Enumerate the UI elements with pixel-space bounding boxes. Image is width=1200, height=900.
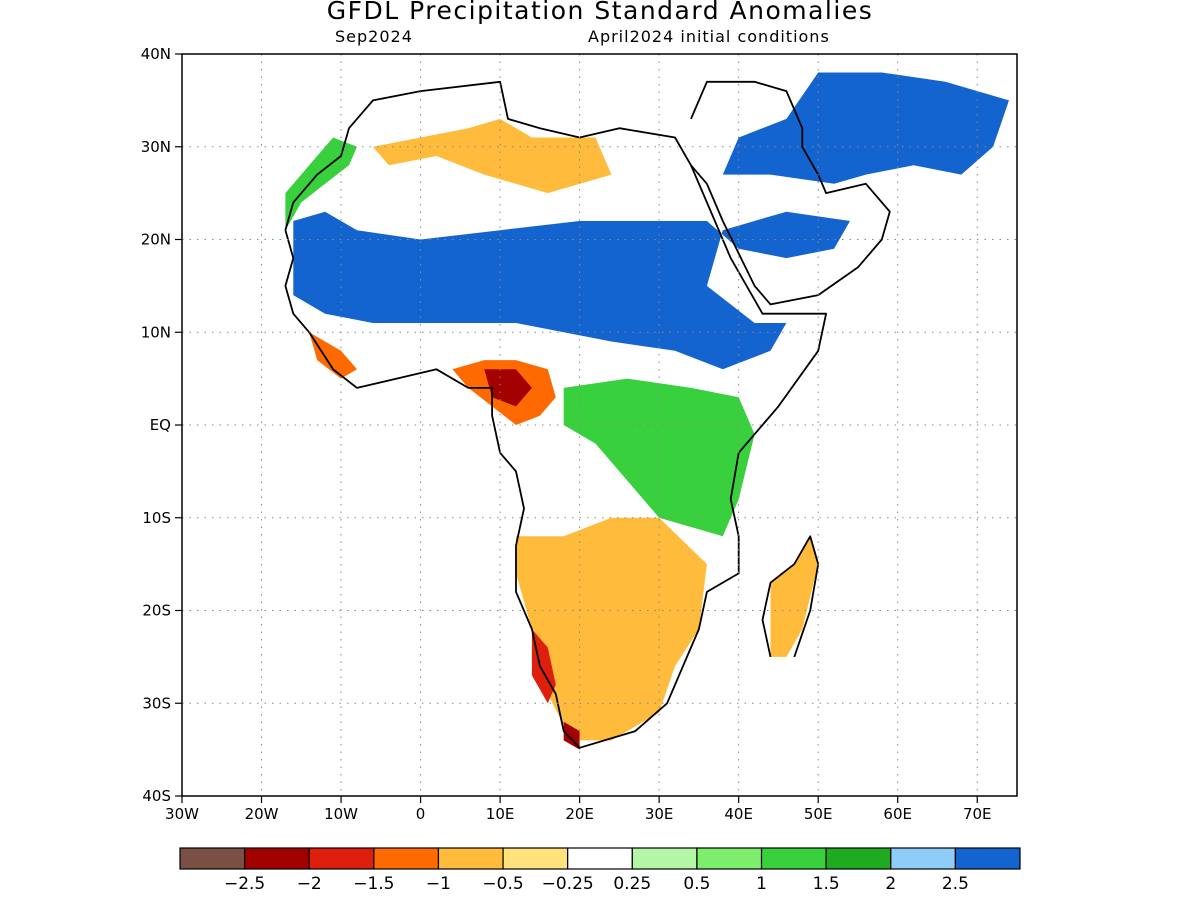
colorbar-label: −0.5 — [482, 874, 523, 894]
lat-tick-label: 40S — [142, 787, 171, 805]
lat-tick-label: 40N — [141, 45, 171, 63]
colorbar-label: −2 — [297, 874, 322, 894]
outline-africa-coast — [284, 80, 827, 749]
initial-conditions-label: April2024 initial conditions — [588, 27, 830, 46]
colorbar-swatch — [825, 847, 892, 870]
colorbar-label: 2 — [885, 874, 896, 894]
lon-tick-label: 30W — [165, 805, 199, 823]
lon-tick-label: 10E — [486, 805, 515, 823]
lat-tick-label: 20S — [142, 602, 171, 620]
latitude-axis: 40N 30N 20N 10N EQ 10S 20S 30S 40S — [141, 45, 182, 805]
colorbar — [179, 847, 1021, 870]
colorbar-swatch — [760, 847, 827, 870]
colorbar-label: −2.5 — [224, 874, 265, 894]
lat-tick-label: 20N — [141, 231, 171, 249]
colorbar-swatch — [696, 847, 763, 870]
lon-tick-label: 0 — [416, 805, 426, 823]
colorbar-swatch — [373, 847, 440, 870]
lat-tick-label: 30S — [142, 694, 171, 712]
anomaly-regions — [285, 72, 1009, 750]
colorbar-swatch — [308, 847, 375, 870]
colorbar-label: 0.25 — [613, 874, 651, 894]
region-madagascar-dry — [770, 536, 819, 657]
lon-tick-label: 20W — [245, 805, 279, 823]
colorbar-label: 1 — [756, 874, 767, 894]
lon-tick-label: 30E — [645, 805, 674, 823]
lat-tick-label: 10S — [142, 509, 171, 527]
region-north-africa-dry — [372, 118, 612, 194]
colorbar-label: 2.5 — [942, 874, 969, 894]
colorbar-swatch — [502, 847, 569, 870]
colorbar-swatch — [631, 847, 698, 870]
colorbar-label: 0.5 — [683, 874, 710, 894]
map-area — [181, 53, 1018, 797]
colorbar-label: 1.5 — [813, 874, 840, 894]
coastline-outlines — [284, 80, 891, 749]
colorbar-swatch — [244, 847, 310, 870]
region-arabia-wet — [722, 72, 1009, 184]
lon-tick-label: 20E — [565, 805, 594, 823]
colorbar-label: −0.25 — [542, 874, 594, 894]
lon-tick-label: 10W — [324, 805, 358, 823]
colorbar-label: −1.5 — [353, 874, 394, 894]
region-west-coast-green — [285, 137, 357, 231]
colorbar-swatch — [890, 847, 956, 870]
map-title: GFDL Precipitation Standard Anomalies — [326, 0, 874, 25]
colorbar-swatch — [567, 847, 633, 870]
colorbar-swatch — [179, 847, 246, 870]
lon-tick-label: 70E — [963, 805, 992, 823]
lon-tick-label: 60E — [883, 805, 912, 823]
colorbar-swatch — [437, 847, 504, 870]
colorbar-swatch — [954, 847, 1021, 870]
forecast-month: Sep2024 — [335, 27, 413, 46]
colorbar-labels: −2.5 −2 −1.5 −1 −0.5 −0.25 0.25 0.5 1 1.5 2 2.5 — [224, 874, 969, 894]
lat-tick-label: 30N — [141, 138, 171, 156]
longitude-axis: 30W 20W 10W 0 10E 20E 30E 40E 50E 60E 70E — [165, 796, 992, 823]
outline-madagascar — [761, 535, 820, 658]
lat-tick-label: 10N — [141, 323, 171, 341]
region-west-africa-coast-dry — [309, 332, 357, 379]
outline-arabia-coast — [690, 80, 891, 306]
lat-tick-label: EQ — [150, 416, 171, 434]
region-east-africa-green — [563, 378, 755, 537]
lon-tick-label: 50E — [804, 805, 833, 823]
lon-tick-label: 40E — [724, 805, 753, 823]
region-sahel-wet-band — [293, 211, 850, 370]
colorbar-label: −1 — [426, 874, 451, 894]
region-gulf-guinea-core — [484, 369, 532, 407]
